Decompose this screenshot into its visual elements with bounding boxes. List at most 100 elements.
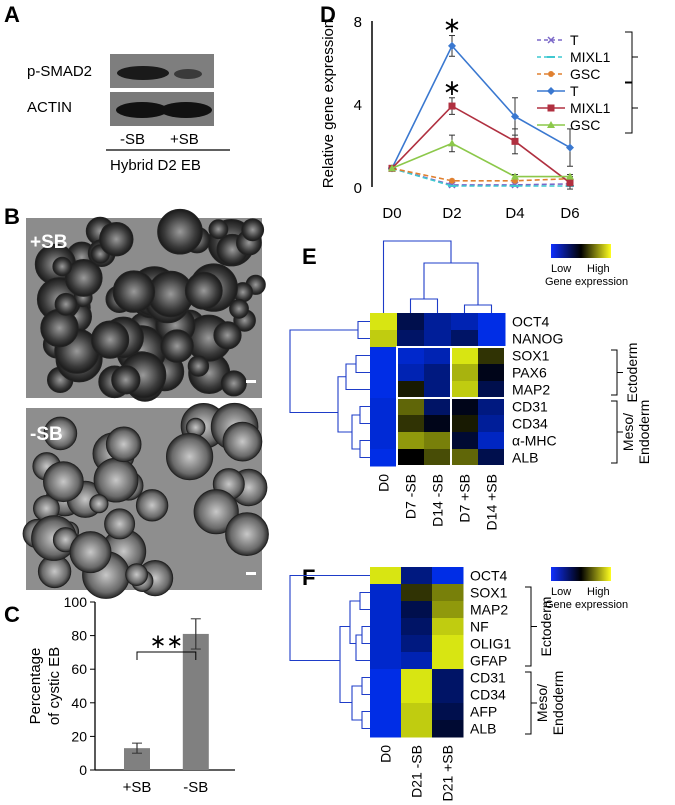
f-heatmap-cell: [370, 703, 402, 721]
c-y-axis-label-line: of cystic EB: [46, 647, 63, 725]
e-row-label: CD34: [512, 416, 548, 432]
lane-label-minus-sb: -SB: [120, 131, 145, 148]
embryoid-body: [52, 256, 73, 277]
e-row-label: OCT4: [512, 314, 550, 330]
e-heatmap-cell: [397, 364, 425, 382]
f-heatmap-cell: [432, 618, 464, 636]
embryoid-body: [105, 426, 142, 463]
d-legend-label: T: [570, 83, 579, 99]
e-heatmap-cell: [424, 449, 452, 467]
f-heatmap-cell: [401, 669, 433, 687]
f-heatmap-cell: [401, 635, 433, 653]
e-group-label-line: Ectoderm: [624, 343, 640, 403]
f-heatmap-cell: [370, 635, 402, 653]
d-y-tick-label: 8: [354, 14, 362, 31]
d-data-point: [547, 36, 555, 44]
d-y-axis-label: Relative gene expression: [320, 20, 337, 188]
f-heatmap-cell: [432, 584, 464, 602]
panel-b-label: B: [4, 204, 20, 229]
embryoid-body: [229, 298, 249, 319]
e-column-label: D7 +SB: [457, 474, 473, 523]
embryoid-body: [166, 433, 214, 481]
c-x-tick-label: -SB: [183, 779, 208, 796]
lane-label-plus-sb: +SB: [170, 131, 199, 148]
f-group-bracket: [525, 586, 532, 667]
e-heatmap-cell: [478, 330, 506, 348]
f-heatmap-cell: [401, 720, 433, 738]
d-data-point: [511, 112, 519, 121]
e-heatmap-cell: [370, 313, 398, 331]
e-row-label: CD31: [512, 399, 548, 415]
e-row-dendrogram-branch: [357, 320, 370, 340]
e-heatmap-cell: [397, 432, 425, 450]
d-series-line: [391, 167, 570, 187]
e-heatmap-cell: [424, 432, 452, 450]
d-legend-label: MIXL1: [570, 49, 611, 65]
e-row-label: α-MHC: [512, 433, 557, 449]
panel-f-label: F: [302, 565, 315, 590]
e-row-label: ALB: [512, 450, 538, 466]
embryoid-body: [222, 421, 263, 462]
e-row-dendrogram-branch: [355, 354, 370, 374]
blot-caption: Hybrid D2 EB: [110, 157, 201, 174]
d-data-point: [548, 71, 554, 77]
f-row-dendrogram-branch: [289, 574, 370, 662]
e-heatmap-cell: [397, 415, 425, 433]
f-heatmap-cell: [432, 567, 464, 585]
f-group-label: Ectoderm: [538, 597, 554, 657]
c-y-tick-label: 80: [71, 628, 87, 644]
f-heatmap-cell: [432, 703, 464, 721]
d-significance-asterisk: ∗: [443, 13, 461, 38]
d-legend-label: MIXL1: [570, 100, 611, 116]
embryoid-body: [135, 489, 169, 522]
embryoid-body: [220, 370, 247, 397]
blot-actin-band-1: [116, 102, 168, 118]
e-heatmap-cell: [397, 398, 425, 416]
f-row-dendrogram-branch: [359, 591, 370, 611]
e-row-dendrogram-branch: [345, 363, 370, 391]
micrograph-minus-sb-label: -SB: [30, 424, 63, 445]
d-series-line: [391, 167, 571, 182]
e-heatmap-cell: [397, 381, 425, 399]
e-row-label: MAP2: [512, 382, 550, 398]
f-heatmap-cell: [432, 635, 464, 653]
e-heatmap-cell: [370, 330, 398, 348]
e-group-label-line: Meso/: [620, 413, 636, 451]
d-series-line: [391, 105, 571, 184]
e-heatmap-cell: [424, 364, 452, 382]
f-row-label: OCT4: [470, 568, 508, 584]
panel-d: D 0 4 8 D0 D2 D4 D6 Relative gene expression ∗ ∗ T…: [320, 2, 638, 222]
e-group-bracket: [611, 349, 618, 396]
embryoid-body: [184, 271, 223, 310]
e-heatmap-cell: [370, 432, 398, 450]
embryoid-body: [225, 512, 269, 556]
d-y-tick-label: 4: [354, 97, 362, 114]
blot-actin-band-2: [160, 102, 212, 118]
e-row-dendrogram-branch: [359, 439, 370, 459]
f-group-bracket: [525, 671, 532, 735]
d-data-point: [448, 41, 456, 50]
c-y-axis-label: Percentage of cystic EB: [27, 647, 63, 725]
f-heatmap-cell: [401, 703, 433, 721]
e-column-dendrogram-branch: [463, 304, 493, 313]
d-legend-bracket: [625, 31, 633, 83]
f-row-dendrogram-branch: [361, 625, 370, 645]
c-y-axis-label-line: Percentage: [27, 648, 44, 725]
e-column-dendrogram-branch: [382, 240, 452, 313]
e-heatmap-cell: [478, 398, 506, 416]
f-row-dendrogram-branch: [349, 600, 360, 645]
embryoid-body: [213, 321, 242, 350]
e-column-label: D0: [376, 474, 392, 492]
panel-b: B +SB -SB: [4, 204, 269, 599]
embryoid-body: [160, 329, 194, 363]
c-bar: [124, 748, 150, 770]
e-row-label: SOX1: [512, 348, 550, 364]
f-heatmap-cell: [432, 720, 464, 738]
d-series-minusSB-gsc: [388, 134, 574, 180]
embryoid-body: [40, 308, 79, 348]
d-data-point: [566, 143, 574, 152]
embryoid-body: [89, 494, 109, 514]
f-heatmap-cell: [370, 720, 402, 738]
